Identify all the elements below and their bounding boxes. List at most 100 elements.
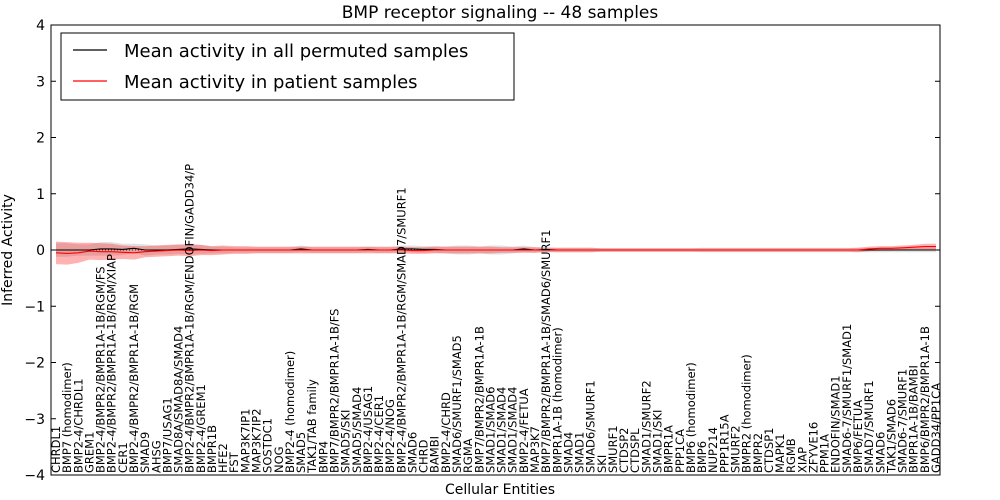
- x-tick-label: SMURF2: [729, 425, 743, 473]
- series-line-patient: [55, 246, 936, 254]
- x-tick-label: CTDSP2: [617, 428, 631, 473]
- x-tick-label: SMAD5: [294, 432, 308, 473]
- y-tick-label: 0: [36, 243, 45, 259]
- x-tick-label: SMAD1/SMAD4: [506, 387, 520, 473]
- x-tick-label: BMP2-4/GREM1: [194, 384, 208, 473]
- y-tick-label: −2: [24, 356, 45, 372]
- x-tick-label: SMAD5/SKI: [339, 410, 353, 473]
- x-tick-label: BMP2-4 (homodimer): [283, 351, 297, 473]
- y-tick-label: 3: [36, 74, 45, 90]
- x-tick-label: GREM1: [82, 432, 96, 473]
- x-tick-label: SKI: [595, 455, 609, 473]
- y-tick-label: −1: [24, 299, 45, 315]
- x-tick-label: BMPR1A-1B (homodimer): [550, 327, 564, 473]
- x-tick-label: MAP3K7IP2: [250, 408, 264, 473]
- legend: Mean activity in all permuted samples Me…: [60, 32, 515, 101]
- x-tick-label: PPM1A: [818, 434, 832, 473]
- x-tick-label: MAP3K7: [528, 426, 542, 473]
- x-tick-label: BMP6 (homodimer): [684, 362, 698, 473]
- x-tick-label: BMP7 (homodimer): [60, 362, 74, 473]
- x-tick-label: MAP3K7IP1: [238, 408, 252, 473]
- x-tick-label: GADD34/PP1CA: [929, 383, 943, 473]
- x-tick-label: BMP2-4/CER1: [372, 395, 386, 473]
- y-tick-label: −4: [24, 468, 45, 484]
- x-axis-label: Cellular Entities: [445, 482, 555, 498]
- x-tick-label: BMP2-4/USAG1: [361, 386, 375, 473]
- x-tick-label: SMAD1/SKI: [651, 410, 665, 473]
- x-tick-label: PPP1CA: [673, 429, 687, 473]
- x-tick-label: CHRD: [417, 439, 431, 473]
- x-tick-label: NOG: [272, 446, 286, 473]
- x-tick-label: NUP214: [706, 427, 720, 473]
- x-tick-label: BMP6: [695, 441, 709, 473]
- plot-frame: [50, 24, 941, 476]
- x-tick-label: SMAD6/SMURF1/SMAD5: [450, 335, 464, 473]
- y-tick-label: 1: [36, 187, 45, 203]
- x-tick-label: SMAD6-7/SMURF1/SMAD1: [840, 324, 854, 473]
- x-tick-label: SMURF1: [606, 425, 620, 473]
- x-tick-label: SMAD6/SMURF1: [584, 380, 598, 473]
- x-tick-label: ENDOFIN/SMAD1: [829, 375, 843, 473]
- x-tick-label: SMAD4: [561, 432, 575, 473]
- x-tick-label: BMP2-4/NOG: [383, 399, 397, 473]
- x-tick-label: BMP2-4/BMPR2/BMPR1A-1B/RGM: [127, 284, 141, 473]
- x-tick-label: BMP2-4/BMPR2/BMPR1A-1B/RGM/XIAP: [105, 254, 119, 473]
- x-tick-label: BMPR1A: [662, 425, 676, 473]
- x-tick-label: FST: [227, 451, 241, 473]
- x-tick-label: RGMA: [461, 438, 475, 473]
- x-tick-label: BMP7/BMPR2/BMPR1A-1B: [472, 326, 486, 473]
- x-tick-label: SMAD5/SMAD4: [350, 387, 364, 473]
- x-tick-label: BMP2-4/CHRD: [439, 392, 453, 473]
- x-tick-label: BMP2-4/BMPR2/BMPR1A-1B/RGM/ENDOFIN/GADD3…: [183, 164, 197, 473]
- x-tick-label: XIAP: [795, 447, 809, 473]
- x-tick-label: SMAD6: [406, 432, 420, 473]
- x-tick-label: BMP2-4/BMPR2/BMPR1A-1B/RGM/FS: [94, 266, 108, 473]
- x-tick-label: MAPK1: [773, 433, 787, 473]
- x-tick-label: SMAD1/SMAD4: [495, 387, 509, 473]
- x-tick-label: BMP4: [316, 441, 330, 473]
- x-tick-label: CTDSPL: [628, 428, 642, 473]
- series-band-patient: [56, 241, 936, 265]
- x-tick-label: PPP1R15A: [717, 414, 731, 473]
- x-tick-label: CER1: [116, 442, 130, 473]
- x-tick-label: BMP7/USAG1: [160, 397, 174, 473]
- x-tick-label: BMP6/FETUA: [851, 400, 865, 473]
- plot-area: [51, 241, 940, 265]
- x-tick-label: SMAD6: [873, 432, 887, 473]
- x-tick-label: BMP2-4/BMPR2/BMPR1A-1B/RGM/SMAD7/SMURF1: [394, 187, 408, 473]
- x-tick-label: BMPR2: [751, 433, 765, 473]
- x-tick-label: BMP6/BMPR2/BMPR1A-1B: [918, 326, 932, 473]
- x-tick-label: SMAD9: [138, 432, 152, 473]
- x-tick-label: SMAD7/SMURF1: [862, 380, 876, 473]
- legend-label-patient: Mean activity in patient samples: [124, 72, 418, 93]
- x-tick-label: CTDSP1: [762, 428, 776, 473]
- x-tick-label: ZFYVE16: [807, 422, 821, 473]
- legend-box: [60, 32, 515, 101]
- x-tick-label: SOSTDC1: [261, 418, 275, 473]
- y-axis-label: Inferred Activity: [0, 194, 16, 306]
- x-tick-label: SMAD8A/SMAD8A/SMAD4: [172, 326, 186, 473]
- x-tick-label: BMPR1A-1B/BAMBI: [907, 365, 921, 473]
- x-tick-label: BMP7/BMPR2/BMPR1A-1B/FS: [328, 309, 342, 473]
- x-tick-label: BMPR2 (homodimer): [740, 354, 754, 473]
- x-tick-label: BMP2-4/CHRDL1: [71, 378, 85, 473]
- x-tick-label: BMPR1B: [205, 425, 219, 473]
- y-tick-label: 4: [36, 18, 45, 34]
- x-tick-label: SMAD1: [573, 432, 587, 473]
- legend-label-permuted: Mean activity in all permuted samples: [124, 41, 468, 62]
- chart-title: BMP receptor signaling -- 48 samples: [342, 3, 659, 23]
- x-tick-label: RGMB: [784, 438, 798, 473]
- x-tick-label: AHSG: [149, 440, 163, 473]
- x-tick-label: BMP7/BMPR2/BMPR1A-1B/SMAD6/SMURF1: [539, 230, 553, 473]
- x-tick-label: CHRDL1: [49, 426, 63, 473]
- x-tick-label: SMAD1/SMAD6: [483, 387, 497, 473]
- x-tick-label: TAK1/TAB family: [305, 379, 319, 474]
- x-tick-label: BMP2-4/FETUA: [517, 388, 531, 473]
- x-tick-label: BAMBI: [428, 436, 442, 473]
- x-tick-label: HFE2: [216, 443, 230, 473]
- y-tick-label: −3: [24, 412, 45, 428]
- x-tick-label: SMAD1/SMURF2: [639, 380, 653, 473]
- x-tick-label: TAK1/SMAD6: [884, 399, 898, 474]
